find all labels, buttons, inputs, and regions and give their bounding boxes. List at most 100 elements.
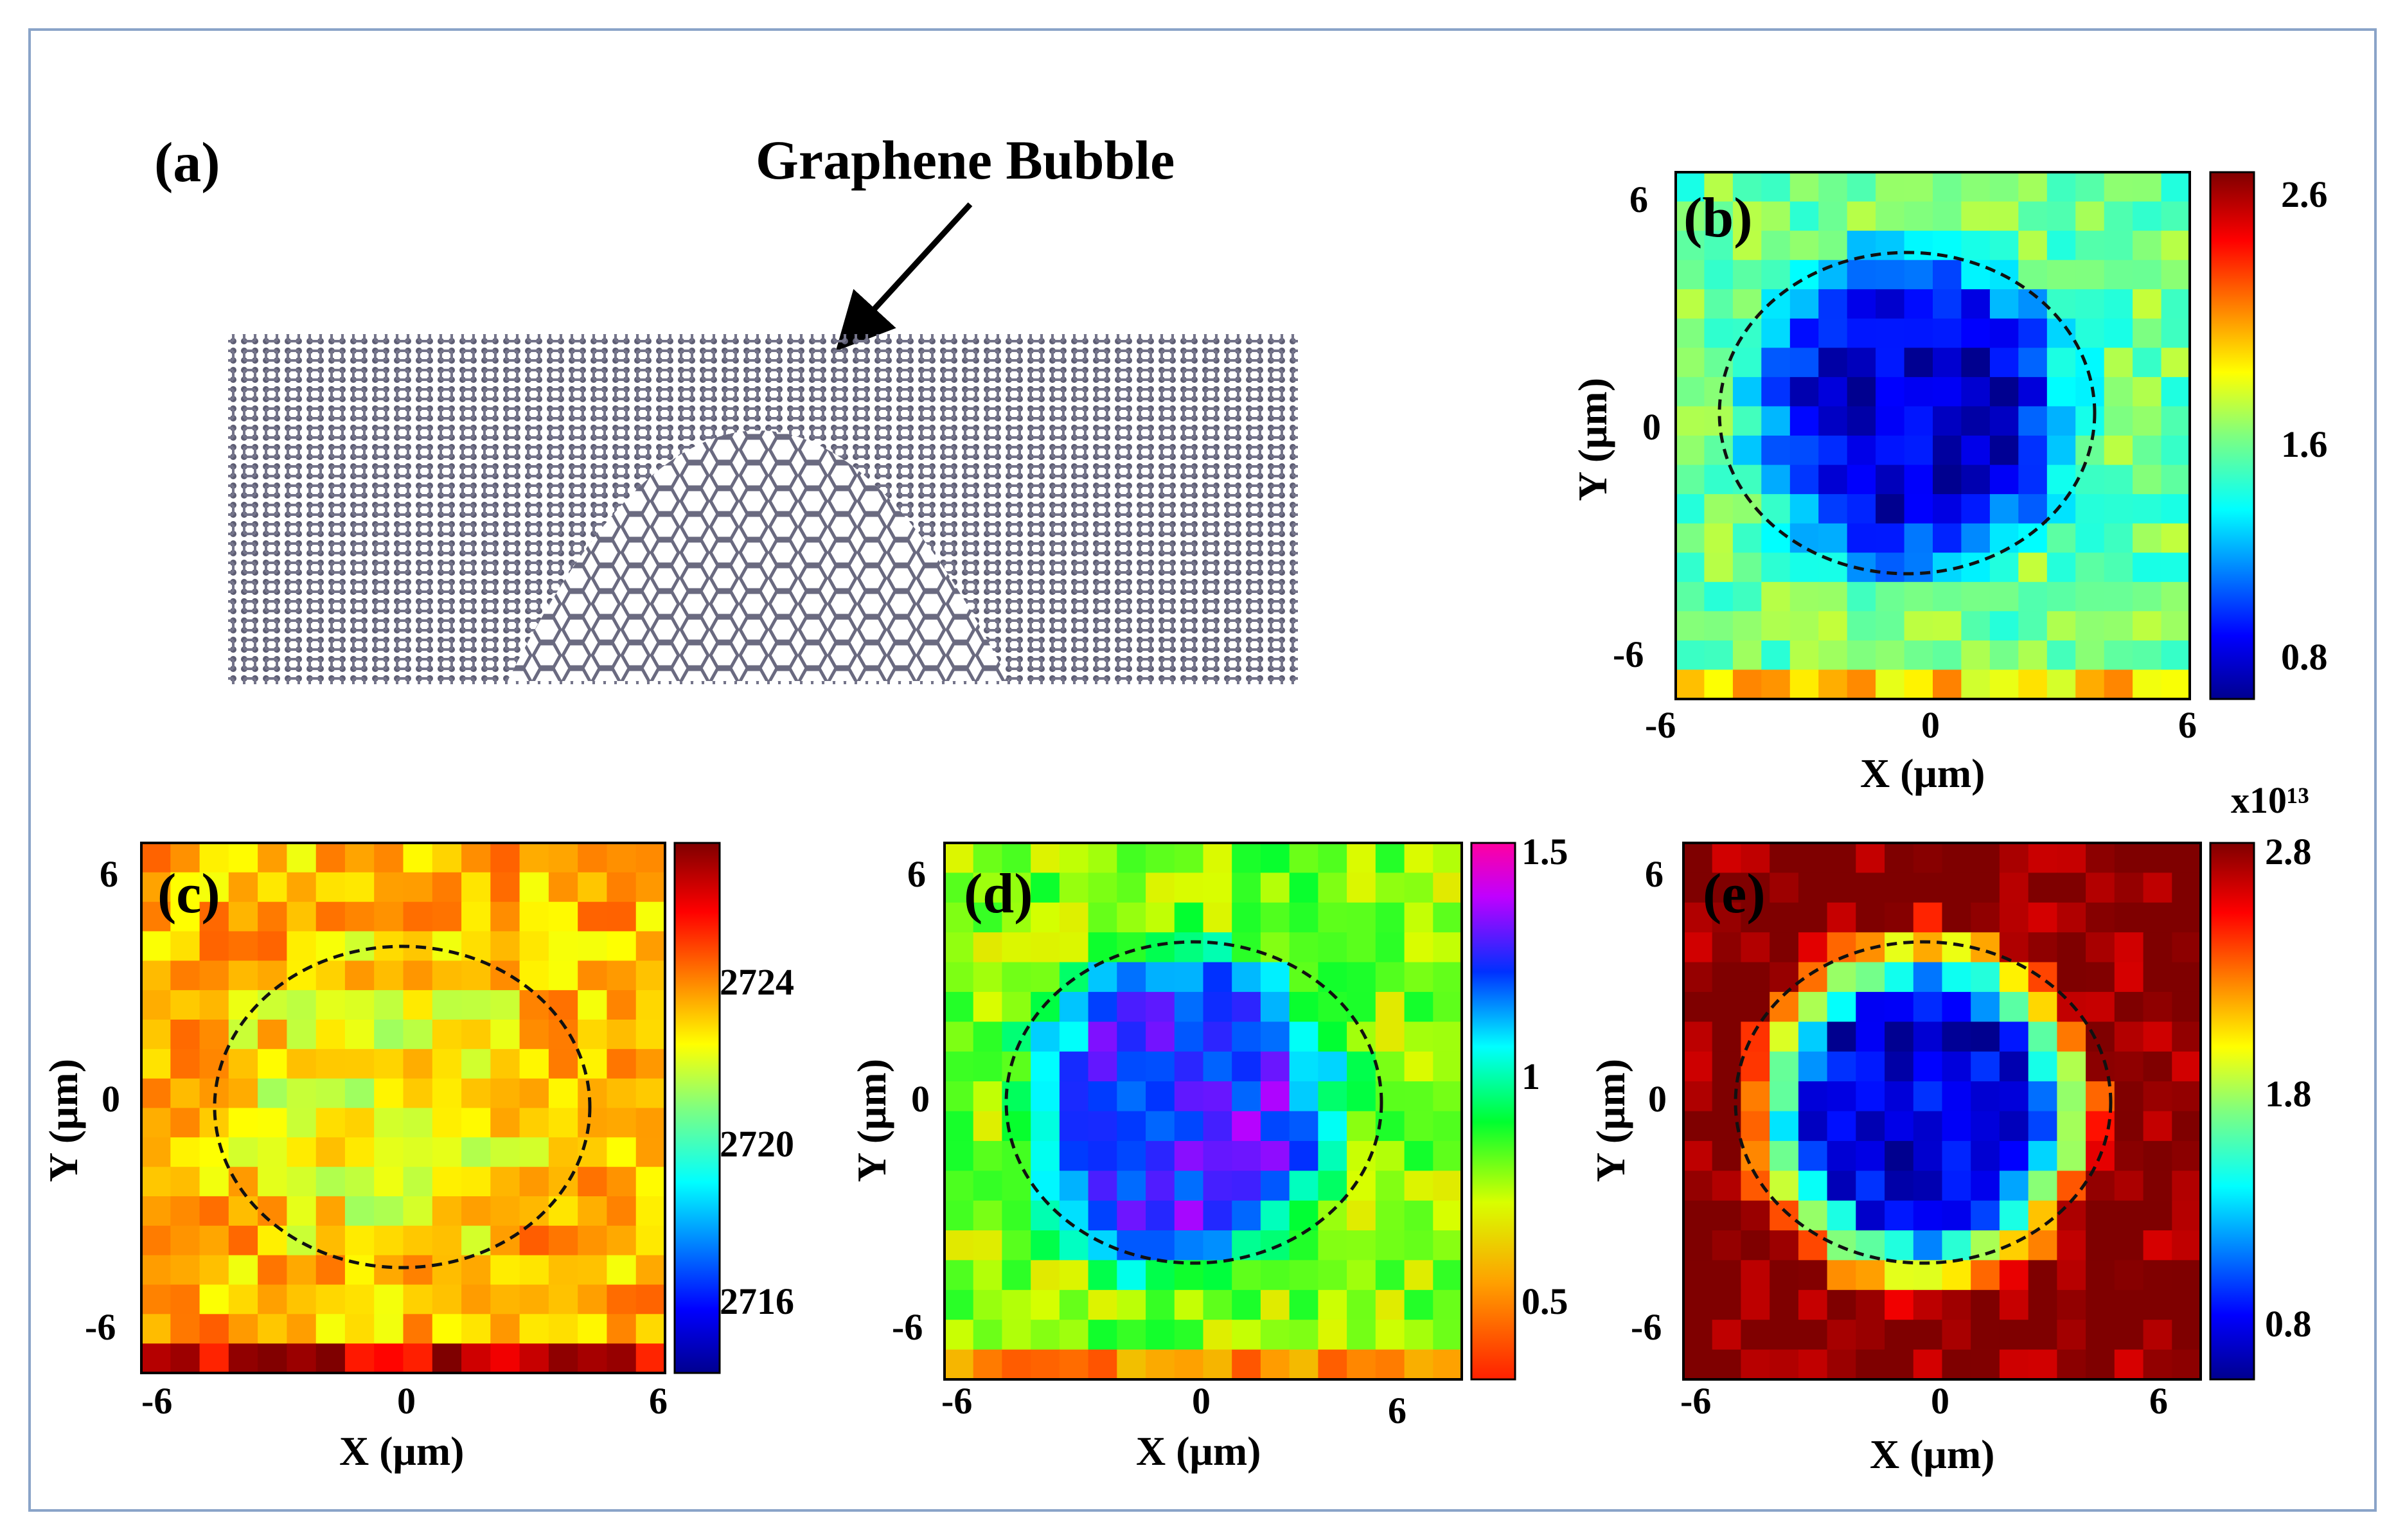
xlabel-b: X (μm) (1860, 750, 1985, 796)
heatmap-cell (1876, 523, 1905, 554)
heatmap-cell (1260, 902, 1290, 934)
heatmap-cell (1847, 406, 1877, 436)
heatmap-cell (1827, 902, 1857, 934)
heatmap-cell (258, 1284, 288, 1315)
heatmap-cell (1088, 1171, 1118, 1201)
heatmap-cell (2028, 1140, 2058, 1172)
heatmap-cell (1770, 1289, 1799, 1321)
heatmap-cell (1146, 962, 1175, 993)
heatmap-cell (635, 901, 666, 932)
heatmap-cell (1770, 991, 1799, 1023)
heatmap-cell (2018, 640, 2048, 671)
heatmap-cell (1856, 902, 1885, 934)
heatmap-cell (1847, 172, 1877, 202)
heatmap-cell (1375, 991, 1405, 1023)
heatmap-cell (258, 1225, 288, 1256)
heatmap-cell (607, 1196, 637, 1226)
heatmap-cell (1761, 318, 1791, 349)
heatmap-cell (1232, 1200, 1261, 1232)
heatmap-cell (2133, 436, 2162, 466)
heatmap-cell (374, 843, 404, 873)
heatmap-cell (2086, 991, 2115, 1023)
heatmap-cell (2057, 1320, 2087, 1350)
heatmap-cell (1904, 494, 1933, 524)
heatmap-cell (1146, 991, 1175, 1023)
heatmap-cell (344, 1049, 375, 1079)
heatmap-cell (1789, 436, 1820, 466)
heatmap-cell (344, 843, 375, 873)
heatmap-cell (1798, 872, 1828, 903)
bubble-outline-c (213, 944, 592, 1270)
heatmap-cell (1174, 1230, 1204, 1261)
heatmap-cell (2161, 611, 2190, 641)
heatmap-cell (1999, 1260, 2029, 1291)
heatmap-cell (1712, 962, 1742, 993)
heatmap-cell (1961, 494, 1991, 524)
heatmap-cell (2018, 201, 2048, 232)
heatmap-cell (1913, 843, 1943, 874)
heatmap-cell (1999, 1349, 2029, 1380)
heatmap-cell (1827, 1171, 1857, 1201)
heatmap-cell (1174, 1140, 1204, 1172)
heatmap-cell (199, 960, 229, 991)
heatmap-cell (1741, 902, 1771, 934)
xtick-b-1: 0 (1921, 704, 1940, 746)
heatmap-cell (1683, 1289, 1713, 1321)
heatmap-cell (607, 931, 637, 962)
heatmap-cell (1876, 640, 1905, 671)
heatmap-cell (1741, 1289, 1771, 1321)
heatmap-cell (1876, 348, 1905, 378)
heatmap-cell (141, 990, 172, 1020)
heatmap-cell (2075, 376, 2105, 407)
heatmap-cell (2046, 406, 2077, 436)
heatmap-cell (1827, 1320, 1857, 1350)
heatmap-cell (1770, 1320, 1799, 1350)
heatmap-cell (2161, 231, 2190, 261)
heatmap-cell (1989, 669, 2019, 700)
heatmap-cell (403, 1314, 433, 1345)
heatmap-cell (1712, 1230, 1742, 1261)
heatmap-cell (1933, 376, 1962, 407)
panel-e: (e) x10¹³ 2.8 1.8 0.8 -6 0 6 6 0 -6 X (μ… (1588, 779, 2312, 1477)
heatmap-cell (1885, 991, 1914, 1023)
heatmap-cell (1885, 1140, 1914, 1172)
bubble-outline-d (1004, 940, 1383, 1265)
heatmap-cell (2075, 465, 2105, 495)
heatmap-cell (1704, 172, 1734, 202)
heatmap-cell (519, 931, 549, 962)
cbar-e-tick-0: 2.8 (2265, 831, 2312, 872)
heatmap-cell (1999, 1081, 2029, 1112)
heatmap-cell (1789, 523, 1820, 554)
heatmap-cell (1876, 465, 1905, 495)
heatmap-cell (490, 1196, 520, 1226)
heatmap-cell (2086, 902, 2115, 934)
heatmap-cell (519, 1108, 549, 1138)
heatmap-cell (258, 1167, 288, 1197)
heatmap-cell (490, 1225, 520, 1256)
heatmap-cell (287, 1284, 317, 1315)
heatmap-cell (170, 1284, 200, 1315)
heatmap-cell (374, 1167, 404, 1197)
heatmap-cell (1732, 172, 1762, 202)
heatmap-cell (2075, 172, 2105, 202)
heatmap-cell (2057, 1349, 2087, 1380)
heatmap-cell (2018, 348, 2048, 378)
heatmap-cell (1683, 1051, 1713, 1083)
heatmap-cell (2133, 640, 2162, 671)
heatmap-cell (1770, 1230, 1799, 1261)
heatmap-cell (2114, 1140, 2144, 1172)
heatmap-cell (344, 1078, 375, 1109)
heatmap-cell (1885, 1200, 1914, 1232)
heatmap-cell (1232, 991, 1261, 1023)
heatmap-cell (170, 872, 200, 903)
heatmap-cell (1961, 669, 1991, 700)
heatmap-cell (1971, 1140, 2000, 1172)
heatmap-cell (1260, 962, 1290, 993)
heatmap-cell (1770, 902, 1799, 934)
heatmap-cell (1676, 669, 1705, 700)
heatmap-cell (1856, 991, 1885, 1023)
heatmap-cell (1232, 1349, 1261, 1380)
heatmap-cell (2114, 962, 2144, 993)
heatmap-cell (258, 1049, 288, 1079)
heatmap-cell (1704, 289, 1734, 319)
